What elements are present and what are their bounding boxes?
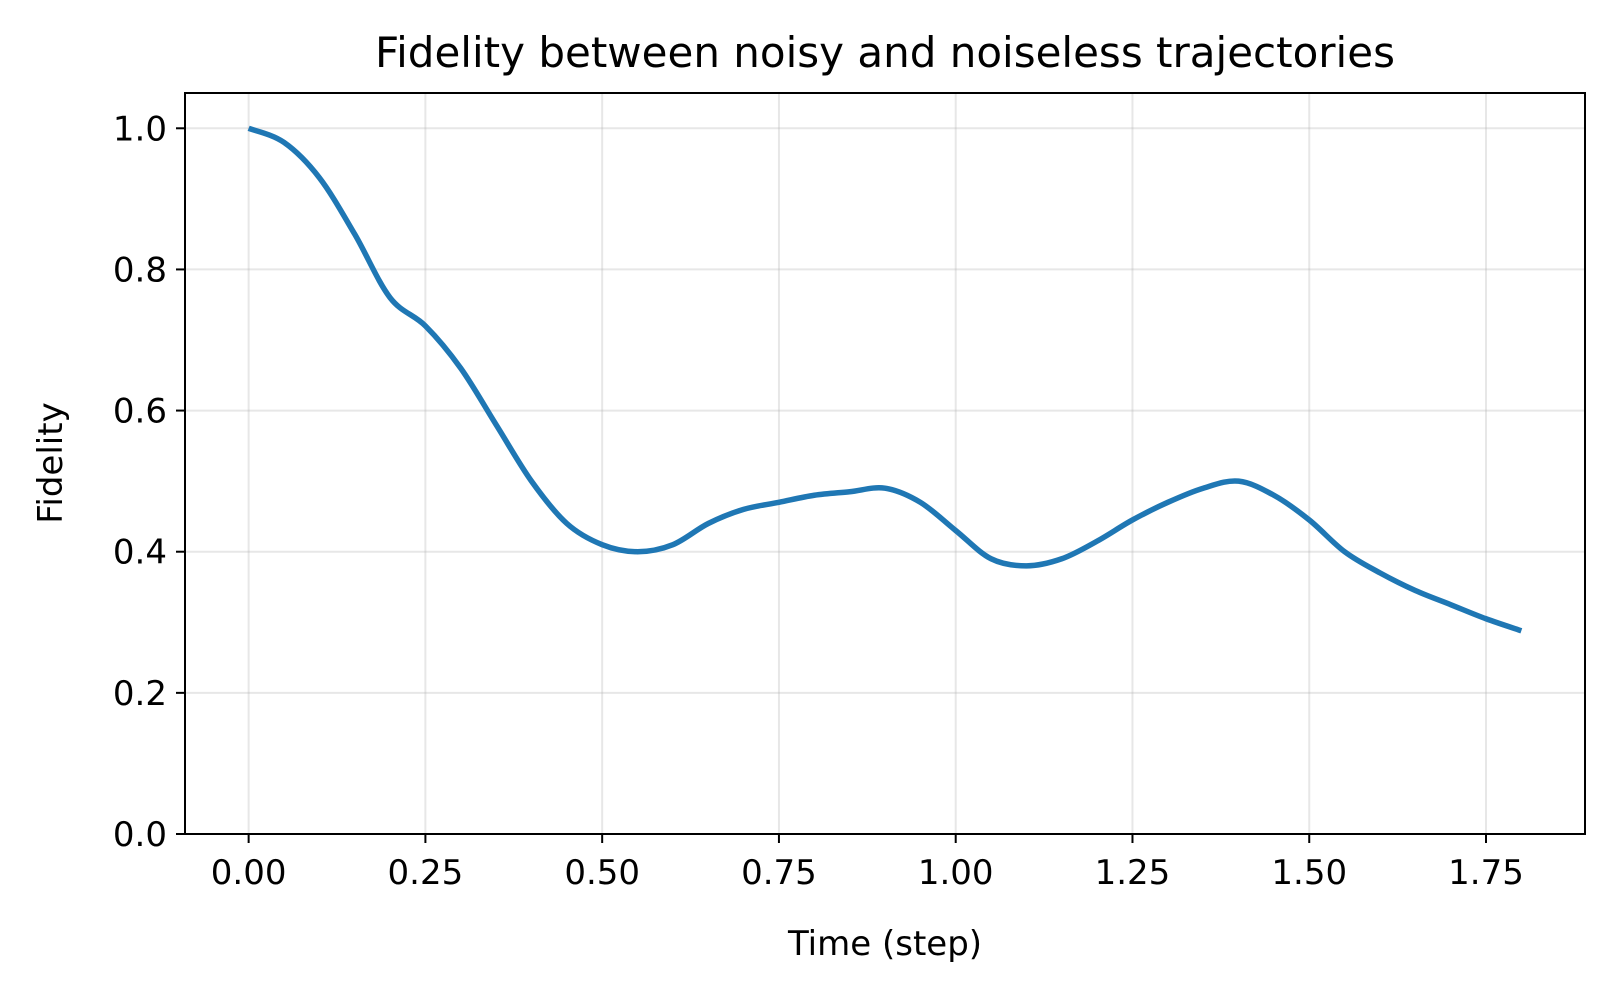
fidelity-series-line	[247, 125, 1523, 634]
series-layer	[247, 125, 1523, 634]
x-tick-label: 0.50	[564, 853, 640, 893]
x-tick-label: 0.25	[388, 853, 464, 893]
y-tick-label: 0.2	[113, 674, 167, 714]
y-axis-label: Fidelity	[31, 402, 71, 523]
y-tick-label: 0.0	[113, 815, 167, 855]
x-tick-label: 0.75	[741, 853, 817, 893]
x-tick-label: 1.50	[1271, 853, 1347, 893]
plot-area-frame	[184, 92, 1586, 835]
x-axis-label: Time (step)	[787, 924, 982, 964]
y-tick-label: 0.4	[113, 533, 167, 573]
x-axis-ticks: 0.00 0.25 0.50 0.75 1.00 1.25 1.50 1.75	[211, 834, 1524, 893]
y-tick-label: 0.8	[113, 250, 167, 290]
y-tick-label: 0.6	[113, 392, 167, 432]
x-tick-label: 1.00	[918, 853, 994, 893]
x-tick-label: 1.75	[1448, 853, 1524, 893]
x-tick-label: 0.00	[211, 853, 287, 893]
y-axis-ticks: 0.0 0.2 0.4 0.6 0.8 1.0	[113, 109, 185, 855]
y-tick-label: 1.0	[113, 109, 167, 149]
x-tick-label: 1.25	[1095, 853, 1171, 893]
chart-title: Fidelity between noisy and noiseless tra…	[375, 28, 1395, 77]
